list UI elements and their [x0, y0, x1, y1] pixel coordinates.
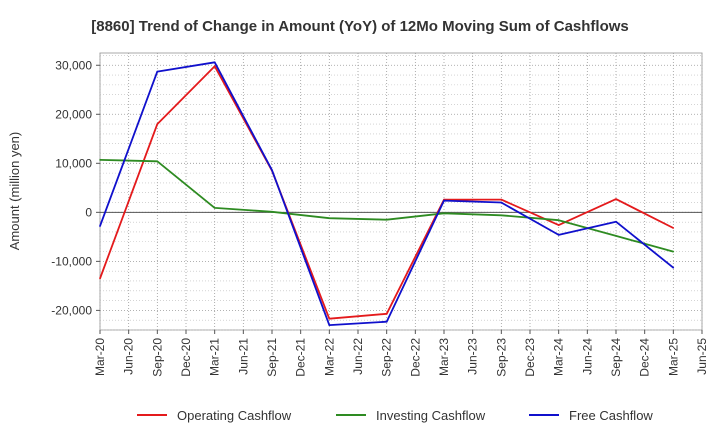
data-point-investing-cashflow [672, 250, 675, 253]
x-tick-label: Dec-23 [523, 338, 537, 377]
x-tick-label: Mar-21 [208, 338, 222, 376]
y-tick-label: 20,000 [55, 107, 92, 121]
data-point-investing-cashflow [500, 214, 503, 217]
data-point-free-cashflow [328, 324, 331, 326]
legend-label-free-cashflow: Free Cashflow [569, 408, 653, 423]
x-tick-label: Sep-20 [150, 338, 164, 377]
legend-label-operating-cashflow: Operating Cashflow [177, 408, 292, 423]
legend: Operating Cashflow Investing Cashflow Free… [137, 408, 653, 423]
x-tick-label: Jun-24 [580, 338, 594, 375]
y-tick-label: 30,000 [55, 58, 92, 72]
x-tick-label: Mar-25 [666, 338, 680, 376]
x-tick-label: Sep-23 [494, 338, 508, 377]
data-point-operating-cashflow [328, 317, 331, 320]
x-axis-ticks: Mar-20 Jun-20 Sep-20 Dec-20 Mar-21 Jun-21 Sep-… [93, 330, 709, 377]
data-point-free-cashflow [271, 169, 273, 171]
x-tick-label: Dec-21 [294, 338, 308, 377]
data-point-free-cashflow [99, 225, 101, 227]
chart-title: [8860] Trend of Change in Amount (YoY) o… [91, 18, 629, 35]
x-tick-label: Dec-22 [408, 338, 422, 377]
x-tick-label: Mar-22 [322, 338, 336, 376]
data-point-investing-cashflow [213, 207, 216, 209]
x-tick-label: Jun-22 [351, 338, 365, 375]
data-point-operating-cashflow [99, 277, 101, 280]
data-point-free-cashflow [156, 70, 159, 73]
x-tick-label: Jun-23 [466, 338, 480, 375]
data-point-operating-cashflow [500, 198, 503, 201]
data-point-free-cashflow [500, 201, 503, 204]
data-point-investing-cashflow [557, 219, 560, 221]
data-point-free-cashflow [615, 220, 617, 223]
data-point-free-cashflow [557, 234, 560, 236]
y-tick-label: 0 [85, 205, 92, 219]
data-point-free-cashflow [213, 61, 216, 64]
x-tick-label: Mar-20 [93, 338, 107, 376]
data-point-operating-cashflow [557, 224, 560, 226]
data-point-free-cashflow [385, 320, 388, 323]
x-tick-label: Sep-24 [609, 338, 623, 377]
data-point-operating-cashflow [385, 313, 388, 315]
data-point-investing-cashflow [99, 159, 101, 161]
data-point-operating-cashflow [213, 65, 216, 67]
x-tick-label: Jun-21 [236, 338, 250, 375]
x-tick-label: Mar-23 [437, 338, 451, 376]
x-tick-label: Jun-25 [695, 338, 709, 375]
y-tick-label: -10,000 [51, 254, 92, 268]
y-axis-label: Amount (million yen) [7, 132, 22, 251]
data-point-free-cashflow [443, 199, 445, 202]
y-tick-label: 10,000 [55, 156, 92, 170]
data-point-investing-cashflow [385, 218, 388, 221]
data-point-investing-cashflow [328, 217, 331, 219]
x-tick-label: Mar-24 [552, 338, 566, 376]
data-point-free-cashflow [672, 266, 675, 269]
data-point-operating-cashflow [615, 198, 617, 200]
y-axis-ticks: -20,000 -10,000 0 10,000 20,000 30,000 [51, 58, 100, 317]
data-point-operating-cashflow [156, 123, 159, 125]
series-lines [99, 61, 675, 327]
x-tick-label: Dec-24 [638, 338, 652, 377]
y-tick-label: -20,000 [51, 303, 92, 317]
data-point-investing-cashflow [156, 160, 159, 163]
x-tick-label: Jun-20 [122, 338, 136, 375]
x-tick-label: Sep-22 [380, 338, 394, 377]
data-point-operating-cashflow [672, 227, 675, 229]
data-point-investing-cashflow [443, 212, 445, 215]
x-tick-label: Dec-20 [179, 338, 193, 377]
x-tick-label: Sep-21 [265, 338, 279, 377]
data-point-investing-cashflow [271, 211, 273, 213]
data-point-investing-cashflow [615, 235, 617, 237]
legend-label-investing-cashflow: Investing Cashflow [376, 408, 486, 423]
